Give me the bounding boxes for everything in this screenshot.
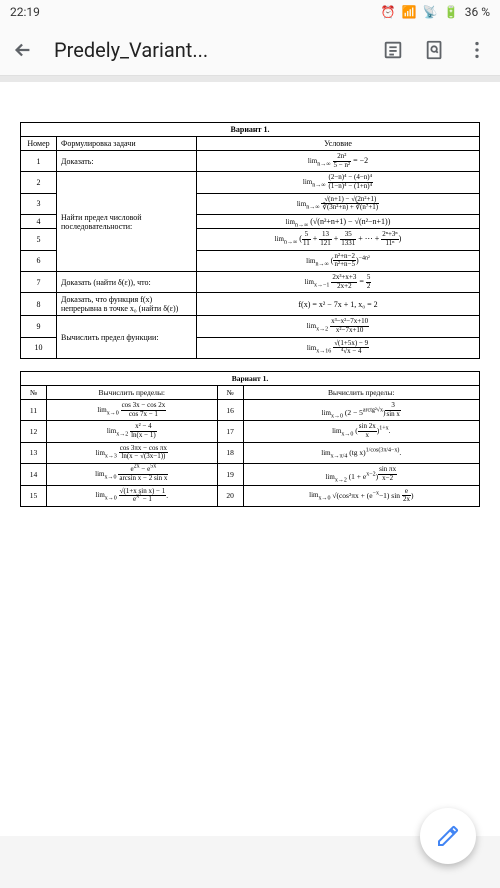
t2-18: 18 — [217, 442, 243, 463]
t2-15: 15 — [21, 485, 47, 506]
t2-19-expr: limx→2 (1 + ex−2)sin πxx−2 — [243, 464, 479, 485]
t1-r9-num: 9 — [21, 316, 57, 337]
t1-r1-task: Доказать: — [57, 151, 197, 172]
more-icon[interactable] — [466, 39, 488, 61]
t1-r5-cond: limn→∞ (511 + 13121 + 351331 + ⋯ + 2ⁿ+3ⁿ… — [197, 229, 480, 250]
t1-r5-num: 5 — [21, 229, 57, 250]
status-bar: 22:19 ⏰ 📶 📡 🔋 36 % — [0, 0, 500, 24]
t1-r9-cond: limx→2 x³−x²−7x+10x²−7x+10 — [197, 316, 480, 337]
t2-18-expr: limx→π/4 (tg x)1/cos(3π/4−x). — [243, 442, 479, 463]
doc-title: Predely_Variant... — [54, 38, 362, 62]
t1-r2-cond: limn→∞ (2−n)⁴ − (4−n)⁴(1−n)⁴ − (1+n)⁴ — [197, 172, 480, 193]
t1-variant: Вариант 1. — [21, 123, 480, 137]
t1-r3-num: 3 — [21, 193, 57, 214]
t2-hdr-n1: № — [21, 386, 47, 400]
t2-20-expr: limx→0 √(cos²πx + (e−x−1) sin e2x) — [243, 485, 479, 506]
wifi-icon: 📡 — [423, 5, 438, 19]
alarm-icon: ⏰ — [381, 5, 396, 19]
t2-14: 14 — [21, 464, 47, 485]
t1-r7-task: Доказать (найти δ(ε)), что: — [57, 271, 197, 292]
t1-r2-num: 2 — [21, 172, 57, 193]
t1-r8-num: 8 — [21, 293, 57, 316]
t1-seq-task: Найти предел числовой последовательности… — [57, 172, 197, 272]
t1-r7-cond: limx→−1 2x³+x+32x+2 = 52 — [197, 271, 480, 292]
t1-hdr-cond: Условие — [197, 137, 480, 151]
pencil-icon — [436, 824, 460, 848]
battery-icon: 🔋 — [444, 5, 459, 19]
t2-hdr-c1: Вычислить пределы: — [47, 386, 218, 400]
t2-12: 12 — [21, 421, 47, 442]
t2-15-expr: limx→0 √(1+x sin x) − 1ex² − 1. — [47, 485, 218, 506]
t1-func-task: Вычислить предел функции: — [57, 316, 197, 359]
t2-11-expr: limx→0 cos 3x − cos 2xcos 7x − 1 — [47, 400, 218, 421]
page-content: Вариант 1. Номер Формулировка задачи Усл… — [0, 82, 500, 529]
t1-r7-num: 7 — [21, 271, 57, 292]
t2-variant: Вариант 1. — [21, 372, 480, 386]
t2-13-expr: limx→3 cos 3πx − cos πxln(x − √(3x−1)) — [47, 442, 218, 463]
t1-r1-cond: limn→∞ 2n²5 − n² = −2 — [197, 151, 480, 172]
t1-r8-task: Доказать, что функция f(x) непрерывна в … — [57, 293, 197, 316]
t2-12-expr: limx→2 x² − 4ln(x − 1) — [47, 421, 218, 442]
t1-r3-cond: limn→∞ √(n+1) − √(2n²+1)∛(3n²+n) + ∛(n⁷+… — [197, 193, 480, 214]
table-1: Вариант 1. Номер Формулировка задачи Усл… — [20, 122, 480, 359]
t2-20: 20 — [217, 485, 243, 506]
back-button[interactable] — [12, 39, 34, 61]
t1-r1-num: 1 — [21, 151, 57, 172]
t2-14-expr: limx→0 e2x − e5xarcsin x − 2 sin x — [47, 464, 218, 485]
t2-16-expr: limx→0 (2 − 5arctg²√x)3sin x — [243, 400, 479, 421]
document-area[interactable]: Вариант 1. Номер Формулировка задачи Усл… — [0, 76, 500, 836]
t2-16: 16 — [217, 400, 243, 421]
outline-icon[interactable] — [382, 39, 404, 61]
table-2: Вариант 1. № Вычислить пределы: № Вычисл… — [20, 371, 480, 507]
t1-r8-cond: f(x) = x² − 7x + 1, x₀ = 2 — [197, 293, 480, 316]
t1-r6-cond: limn→∞ (n²+n−2n²+n−5)−4n² — [197, 250, 480, 271]
status-right: ⏰ 📶 📡 🔋 36 % — [381, 5, 490, 19]
signal-icon: 📶 — [402, 5, 417, 19]
t2-11: 11 — [21, 400, 47, 421]
t1-r10-num: 10 — [21, 337, 57, 358]
t2-17: 17 — [217, 421, 243, 442]
t1-r4-num: 4 — [21, 215, 57, 229]
t2-17-expr: limx→0 (sin 2xx)1+x. — [243, 421, 479, 442]
t1-r6-num: 6 — [21, 250, 57, 271]
t1-hdr-num: Номер — [21, 137, 57, 151]
toolbar: Predely_Variant... — [0, 24, 500, 76]
edit-fab[interactable] — [420, 808, 476, 864]
t1-r10-cond: limx→16 √(1+5x) − 9⁴√x − 4 — [197, 337, 480, 358]
status-time: 22:19 — [10, 5, 40, 19]
t1-r4-cond: limn→∞ (√(n²+n+1) − √(n²−n+1)) — [197, 215, 480, 229]
search-in-doc-icon[interactable] — [424, 39, 446, 61]
t2-hdr-c2: Вычислить пределы: — [243, 386, 479, 400]
t2-19: 19 — [217, 464, 243, 485]
t2-hdr-n2: № — [217, 386, 243, 400]
t2-13: 13 — [21, 442, 47, 463]
battery-pct: 36 % — [465, 5, 490, 19]
t1-hdr-task: Формулировка задачи — [57, 137, 197, 151]
